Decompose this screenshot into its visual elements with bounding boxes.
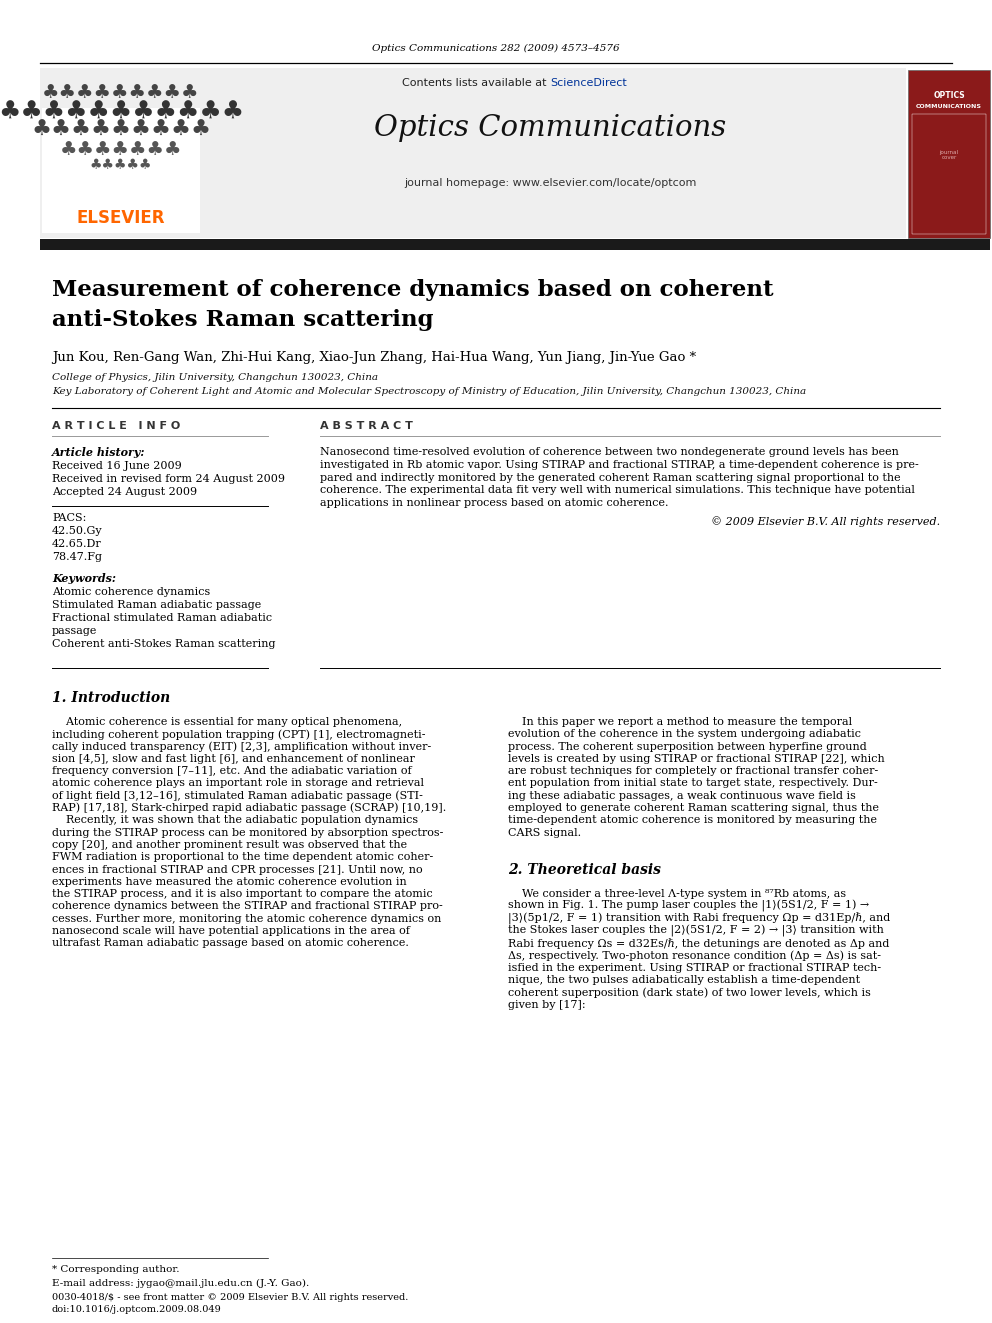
Text: levels is created by using STIRAP or fractional STIRAP [22], which: levels is created by using STIRAP or fra… bbox=[508, 754, 885, 763]
Text: atomic coherence plays an important role in storage and retrieval: atomic coherence plays an important role… bbox=[52, 778, 424, 789]
Text: A B S T R A C T: A B S T R A C T bbox=[320, 421, 413, 431]
Text: applications in nonlinear process based on atomic coherence.: applications in nonlinear process based … bbox=[320, 499, 669, 508]
Text: doi:10.1016/j.optcom.2009.08.049: doi:10.1016/j.optcom.2009.08.049 bbox=[52, 1306, 222, 1315]
Text: Received in revised form 24 August 2009: Received in revised form 24 August 2009 bbox=[52, 474, 285, 484]
Text: 0030-4018/$ - see front matter © 2009 Elsevier B.V. All rights reserved.: 0030-4018/$ - see front matter © 2009 El… bbox=[52, 1294, 409, 1303]
Text: Nanosecond time-resolved evolution of coherence between two nondegenerate ground: Nanosecond time-resolved evolution of co… bbox=[320, 447, 899, 456]
Text: sion [4,5], slow and fast light [6], and enhancement of nonlinear: sion [4,5], slow and fast light [6], and… bbox=[52, 754, 415, 763]
Text: copy [20], and another prominent result was observed that the: copy [20], and another prominent result … bbox=[52, 840, 407, 849]
Text: evolution of the coherence in the system undergoing adiabatic: evolution of the coherence in the system… bbox=[508, 729, 861, 740]
Text: employed to generate coherent Raman scattering signal, thus the: employed to generate coherent Raman scat… bbox=[508, 803, 879, 814]
Text: Keywords:: Keywords: bbox=[52, 573, 116, 583]
Text: FWM radiation is proportional to the time dependent atomic coher-: FWM radiation is proportional to the tim… bbox=[52, 852, 434, 863]
Text: cally induced transparency (EIT) [2,3], amplification without inver-: cally induced transparency (EIT) [2,3], … bbox=[52, 741, 432, 751]
Text: Measurement of coherence dynamics based on coherent: Measurement of coherence dynamics based … bbox=[52, 279, 774, 302]
Text: shown in Fig. 1. The pump laser couples the |1⟩(5S1/2, F = 1) →: shown in Fig. 1. The pump laser couples … bbox=[508, 900, 869, 913]
Text: Rabi frequency Ωs = d32Es/ℏ, the detunings are denoted as Δp and: Rabi frequency Ωs = d32Es/ℏ, the detunin… bbox=[508, 938, 890, 949]
Text: Atomic coherence is essential for many optical phenomena,: Atomic coherence is essential for many o… bbox=[52, 717, 402, 728]
Bar bbox=[912, 114, 986, 234]
Text: passage: passage bbox=[52, 626, 97, 636]
Text: Fractional stimulated Raman adiabatic: Fractional stimulated Raman adiabatic bbox=[52, 613, 272, 623]
Text: PACS:: PACS: bbox=[52, 513, 86, 523]
Text: Recently, it was shown that the adiabatic population dynamics: Recently, it was shown that the adiabati… bbox=[52, 815, 418, 826]
Text: Optics Communications 282 (2009) 4573–4576: Optics Communications 282 (2009) 4573–45… bbox=[372, 44, 620, 53]
Text: ♣♣♣♣♣: ♣♣♣♣♣ bbox=[89, 157, 152, 172]
Text: coherence. The experimental data fit very well with numerical simulations. This : coherence. The experimental data fit ver… bbox=[320, 486, 915, 495]
Text: pared and indirectly monitored by the generated coherent Raman scattering signal: pared and indirectly monitored by the ge… bbox=[320, 472, 901, 483]
Bar bbox=[40, 67, 906, 238]
Text: * Corresponding author.: * Corresponding author. bbox=[52, 1266, 180, 1274]
Text: investigated in Rb atomic vapor. Using STIRAP and fractional STIRAP, a time-depe: investigated in Rb atomic vapor. Using S… bbox=[320, 460, 919, 470]
Text: In this paper we report a method to measure the temporal: In this paper we report a method to meas… bbox=[508, 717, 852, 728]
Text: 42.50.Gy: 42.50.Gy bbox=[52, 527, 102, 536]
Text: of light field [3,12–16], stimulated Raman adiabatic passage (STI-: of light field [3,12–16], stimulated Ram… bbox=[52, 791, 423, 802]
Text: ♣♣♣♣♣♣♣♣♣: ♣♣♣♣♣♣♣♣♣ bbox=[43, 83, 199, 102]
Text: coherence dynamics between the STIRAP and fractional STIRAP pro-: coherence dynamics between the STIRAP an… bbox=[52, 901, 442, 912]
Text: Atomic coherence dynamics: Atomic coherence dynamics bbox=[52, 587, 210, 597]
Text: process. The coherent superposition between hyperfine ground: process. The coherent superposition betw… bbox=[508, 742, 867, 751]
Text: 78.47.Fg: 78.47.Fg bbox=[52, 552, 102, 562]
Text: ♣♣♣♣♣♣♣: ♣♣♣♣♣♣♣ bbox=[60, 142, 183, 159]
Text: journal homepage: www.elsevier.com/locate/optcom: journal homepage: www.elsevier.com/locat… bbox=[404, 179, 696, 188]
Text: Received 16 June 2009: Received 16 June 2009 bbox=[52, 460, 182, 471]
Text: anti-Stokes Raman scattering: anti-Stokes Raman scattering bbox=[52, 310, 434, 331]
Text: Contents lists available at: Contents lists available at bbox=[402, 78, 550, 89]
Text: Accepted 24 August 2009: Accepted 24 August 2009 bbox=[52, 487, 197, 497]
Text: ♣♣♣♣♣♣♣♣♣♣♣: ♣♣♣♣♣♣♣♣♣♣♣ bbox=[0, 101, 244, 123]
Text: Δs, respectively. Two-photon resonance condition (Δp = Δs) is sat-: Δs, respectively. Two-photon resonance c… bbox=[508, 950, 881, 960]
Text: CARS signal.: CARS signal. bbox=[508, 828, 581, 837]
Text: Stimulated Raman adiabatic passage: Stimulated Raman adiabatic passage bbox=[52, 601, 261, 610]
Text: OPTICS: OPTICS bbox=[933, 90, 965, 99]
Text: A R T I C L E   I N F O: A R T I C L E I N F O bbox=[52, 421, 181, 431]
Text: RAP) [17,18], Stark-chirped rapid adiabatic passage (SCRAP) [10,19].: RAP) [17,18], Stark-chirped rapid adiaba… bbox=[52, 803, 446, 814]
Text: time-dependent atomic coherence is monitored by measuring the: time-dependent atomic coherence is monit… bbox=[508, 815, 877, 826]
Text: Coherent anti-Stokes Raman scattering: Coherent anti-Stokes Raman scattering bbox=[52, 639, 276, 650]
Text: the Stokes laser couples the |2⟩(5S1/2, F = 2) → |3⟩ transition with: the Stokes laser couples the |2⟩(5S1/2, … bbox=[508, 925, 884, 937]
Text: © 2009 Elsevier B.V. All rights reserved.: © 2009 Elsevier B.V. All rights reserved… bbox=[711, 516, 940, 528]
Text: 42.65.Dr: 42.65.Dr bbox=[52, 538, 102, 549]
Text: are robust techniques for completely or fractional transfer coher-: are robust techniques for completely or … bbox=[508, 766, 878, 777]
Text: the STIRAP process, and it is also important to compare the atomic: the STIRAP process, and it is also impor… bbox=[52, 889, 433, 900]
Text: journal
cover: journal cover bbox=[939, 149, 958, 160]
Text: ELSEVIER: ELSEVIER bbox=[76, 209, 166, 228]
Text: Jun Kou, Ren-Gang Wan, Zhi-Hui Kang, Xiao-Jun Zhang, Hai-Hua Wang, Yun Jiang, Ji: Jun Kou, Ren-Gang Wan, Zhi-Hui Kang, Xia… bbox=[52, 351, 696, 364]
Text: coherent superposition (dark state) of two lower levels, which is: coherent superposition (dark state) of t… bbox=[508, 987, 871, 998]
Text: experiments have measured the atomic coherence evolution in: experiments have measured the atomic coh… bbox=[52, 877, 407, 886]
Bar bbox=[42, 108, 200, 233]
Text: ScienceDirect: ScienceDirect bbox=[550, 78, 627, 89]
Text: COMMUNICATIONS: COMMUNICATIONS bbox=[916, 105, 982, 110]
Text: |3⟩(5p1/2, F = 1) transition with Rabi frequency Ωp = d31Ep/ℏ, and: |3⟩(5p1/2, F = 1) transition with Rabi f… bbox=[508, 913, 890, 925]
Text: nanosecond scale will have potential applications in the area of: nanosecond scale will have potential app… bbox=[52, 926, 410, 937]
Bar bbox=[908, 70, 990, 238]
Text: ent population from initial state to target state, respectively. Dur-: ent population from initial state to tar… bbox=[508, 778, 878, 789]
Text: during the STIRAP process can be monitored by absorption spectros-: during the STIRAP process can be monitor… bbox=[52, 828, 443, 837]
Text: frequency conversion [7–11], etc. And the adiabatic variation of: frequency conversion [7–11], etc. And th… bbox=[52, 766, 412, 777]
Text: College of Physics, Jilin University, Changchun 130023, China: College of Physics, Jilin University, Ch… bbox=[52, 373, 378, 382]
Text: ing these adiabatic passages, a weak continuous wave field is: ing these adiabatic passages, a weak con… bbox=[508, 791, 856, 800]
Text: including coherent population trapping (CPT) [1], electromagneti-: including coherent population trapping (… bbox=[52, 729, 426, 740]
Text: ♣♣♣♣♣♣♣♣♣: ♣♣♣♣♣♣♣♣♣ bbox=[31, 119, 211, 142]
Bar bbox=[40, 239, 990, 250]
Text: 2. Theoretical basis: 2. Theoretical basis bbox=[508, 863, 661, 877]
Text: Key Laboratory of Coherent Light and Atomic and Molecular Spectroscopy of Minist: Key Laboratory of Coherent Light and Ato… bbox=[52, 388, 806, 397]
Text: Optics Communications: Optics Communications bbox=[374, 114, 726, 142]
Text: nique, the two pulses adiabatically establish a time-dependent: nique, the two pulses adiabatically esta… bbox=[508, 975, 860, 986]
Text: We consider a three-level Λ-type system in ⁸⁷Rb atoms, as: We consider a three-level Λ-type system … bbox=[508, 889, 846, 900]
Text: 1. Introduction: 1. Introduction bbox=[52, 691, 171, 705]
Text: Article history:: Article history: bbox=[52, 446, 146, 458]
Text: isfied in the experiment. Using STIRAP or fractional STIRAP tech-: isfied in the experiment. Using STIRAP o… bbox=[508, 963, 881, 972]
Text: E-mail address: jygao@mail.jlu.edu.cn (J.-Y. Gao).: E-mail address: jygao@mail.jlu.edu.cn (J… bbox=[52, 1278, 310, 1287]
Text: cesses. Further more, monitoring the atomic coherence dynamics on: cesses. Further more, monitoring the ato… bbox=[52, 914, 441, 923]
Text: ultrafast Raman adiabatic passage based on atomic coherence.: ultrafast Raman adiabatic passage based … bbox=[52, 938, 409, 949]
Text: ences in fractional STIRAP and CPR processes [21]. Until now, no: ences in fractional STIRAP and CPR proce… bbox=[52, 865, 423, 875]
Text: given by [17]:: given by [17]: bbox=[508, 1000, 585, 1009]
